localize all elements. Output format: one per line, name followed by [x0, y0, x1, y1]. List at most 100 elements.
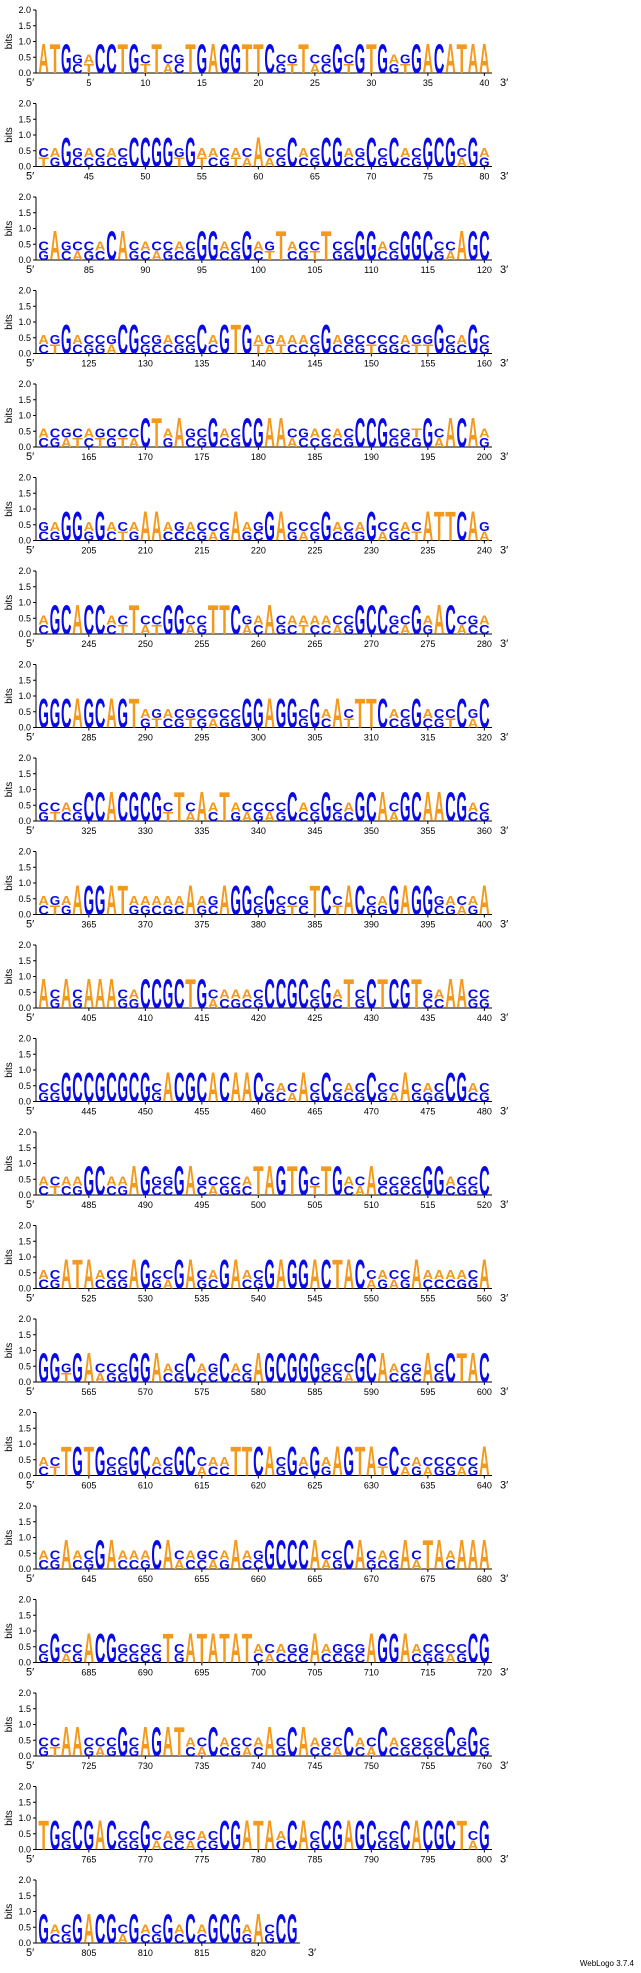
logo-letter: G	[355, 529, 366, 544]
logo-letter: G	[310, 342, 321, 357]
logo-letter: G	[468, 128, 479, 175]
logo-letter: G	[332, 1641, 343, 1656]
x-tick-label: 425	[307, 1013, 322, 1023]
logo-letter: G	[389, 435, 400, 450]
logo-letter: G	[61, 315, 72, 362]
three-prime-label: 3′	[500, 638, 508, 650]
logo-letter: A	[129, 893, 140, 908]
logo-letter: C	[423, 1735, 434, 1750]
logo-letter: C	[197, 1183, 208, 1198]
logo-letter: C	[174, 248, 185, 263]
logo-letter: C	[366, 893, 377, 908]
logo-letter: A	[50, 1922, 61, 1937]
logo-letter: G	[344, 529, 355, 544]
logo-letter: C	[219, 1464, 230, 1479]
logo-letter: A	[140, 622, 151, 637]
logo-letter: G	[310, 809, 321, 824]
logo-letter: G	[389, 248, 400, 263]
logo-letter: C	[95, 689, 106, 736]
logo-letter: C	[468, 809, 479, 824]
logo-letter: G	[197, 1548, 208, 1563]
x-tick-label: 85	[84, 265, 94, 275]
logo-letter: A	[185, 1548, 196, 1563]
logo-letter: C	[219, 1811, 230, 1858]
y-tick-label: 2.0	[18, 99, 31, 109]
logo-letter: T	[445, 716, 456, 731]
logo-letter: T	[38, 155, 49, 170]
logo-letter: C	[457, 502, 468, 549]
logo-letter: C	[72, 155, 83, 170]
logo-letter: C	[140, 1437, 151, 1484]
logo-letter: A	[72, 876, 83, 923]
logo-letter: G	[355, 1641, 366, 1656]
logo-letter: G	[287, 1437, 298, 1484]
logo-letter: A	[344, 1370, 355, 1385]
logo-letter: C	[118, 1454, 129, 1469]
logo-letter: G	[310, 689, 321, 736]
logo-letter: A	[61, 1250, 72, 1297]
logo-letter: C	[423, 1277, 434, 1292]
logo-letter: C	[95, 1277, 106, 1292]
logo-letter: G	[344, 435, 355, 450]
logo-letter: A	[445, 1267, 456, 1282]
y-axis-label: bits	[4, 969, 15, 985]
logo-letter: T	[423, 342, 434, 357]
y-tick-label: 0.5	[18, 1548, 31, 1558]
logo-letter: A	[287, 1090, 298, 1105]
logo-letter: G	[174, 145, 185, 160]
logo-letter: G	[219, 315, 230, 362]
logo-letter: G	[72, 52, 83, 67]
logo-letter: G	[95, 502, 106, 549]
logo-letter: G	[253, 903, 264, 918]
logo-letter: A	[344, 1811, 355, 1858]
logo-letter: G	[389, 1838, 400, 1853]
logo-letter: C	[95, 783, 106, 830]
logo-letter: A	[468, 800, 479, 815]
logo-letter: G	[129, 529, 140, 544]
logo-letter: T	[174, 783, 185, 830]
logo-letter: G	[321, 970, 332, 1017]
logo-letter: A	[310, 1531, 321, 1578]
logo-letter: C	[445, 1183, 456, 1198]
logo-letter: C	[174, 529, 185, 544]
logo-letter: C	[185, 1344, 196, 1391]
logo-letter: T	[50, 1744, 61, 1759]
logo-letter: G	[106, 1905, 117, 1952]
logo-letter: G	[50, 1090, 61, 1105]
logo-letter: G	[355, 222, 366, 269]
logo-letter: C	[276, 893, 287, 908]
logo-letter: T	[287, 1157, 298, 1204]
logo-letter: C	[264, 1641, 275, 1656]
logo-letter: G	[106, 1464, 117, 1479]
logo-letter: A	[95, 1267, 106, 1282]
x-tick-label: 385	[307, 920, 322, 930]
x-tick-label: 640	[477, 1481, 492, 1491]
logo-letter: C	[355, 1250, 366, 1297]
logo-letter: C	[276, 1905, 287, 1952]
logo-letter: C	[185, 1905, 196, 1952]
logo-letter: G	[84, 1811, 95, 1858]
y-tick-label: 0.5	[18, 146, 31, 156]
logo-letter: C	[377, 248, 388, 263]
logo-letter: G	[129, 1744, 140, 1759]
logo-letter: G	[276, 1157, 287, 1204]
x-tick-label: 210	[138, 546, 153, 556]
logo-letter: C	[84, 783, 95, 830]
x-tick-label: 40	[479, 78, 489, 88]
logo-letter: C	[366, 128, 377, 175]
logo-letter: C	[479, 1735, 490, 1750]
logo-letter: C	[197, 1931, 208, 1946]
y-tick-label: 0.5	[18, 1361, 31, 1371]
logo-letter: A	[400, 1464, 411, 1479]
logo-letter: C	[264, 970, 275, 1017]
x-tick-label: 555	[420, 1294, 435, 1304]
logo-letter: C	[231, 1174, 242, 1189]
y-tick-label: 2.0	[18, 1595, 31, 1605]
five-prime-label: 5′	[26, 358, 34, 370]
logo-letter: G	[366, 502, 377, 549]
five-prime-label: 5′	[26, 1386, 34, 1398]
x-tick-label: 140	[251, 359, 266, 369]
logo-letter: A	[84, 1250, 95, 1297]
logo-letter: T	[377, 1464, 388, 1479]
